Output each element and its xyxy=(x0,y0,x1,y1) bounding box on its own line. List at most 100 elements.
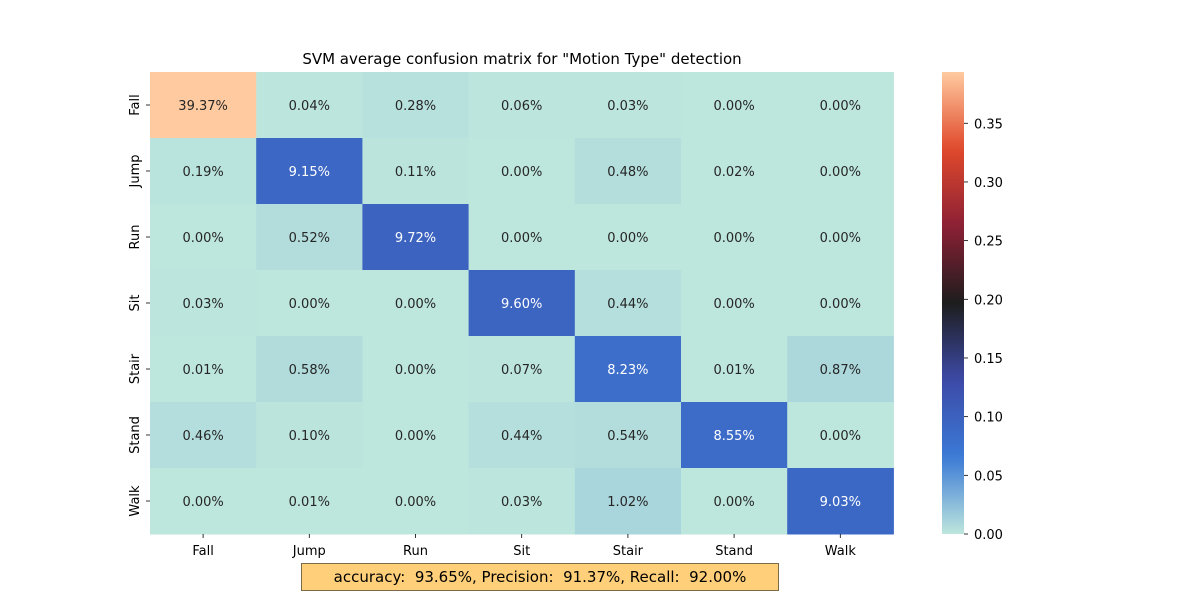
y-tick-label-fall: Fall xyxy=(128,94,143,115)
cell-value-label: 9.03% xyxy=(820,495,861,510)
cell-walk-stair xyxy=(574,468,682,535)
cell-fall-stair xyxy=(574,72,682,139)
chart-title: SVM average confusion matrix for "Motion… xyxy=(302,50,741,68)
metrics-summary-box: accuracy: 93.65%, Precision: 91.37%, Rec… xyxy=(301,563,779,591)
cell-value-label: 0.00% xyxy=(820,99,861,114)
cell-value-label: 0.46% xyxy=(182,429,223,444)
cell-stair-sit xyxy=(468,336,576,403)
cell-jump-stair xyxy=(574,138,682,205)
cell-value-label: 0.87% xyxy=(820,363,861,378)
cell-value-label: 0.01% xyxy=(289,495,330,510)
cell-value-label: 0.48% xyxy=(607,165,648,180)
colorbar-tick-label: 0.15 xyxy=(974,352,1003,367)
cell-value-label: 0.54% xyxy=(607,429,648,444)
x-tick-label-fall: Fall xyxy=(192,544,213,559)
cell-value-label: 0.00% xyxy=(501,231,542,246)
colorbar-ticks: 0.00 0.05 0.10 0.15 0.20 0.25 0.30 0.35 xyxy=(964,117,1003,543)
colorbar-tick-label: 0.00 xyxy=(974,528,1003,543)
cell-value-label: 0.44% xyxy=(501,429,542,444)
heatmap-cells xyxy=(150,72,894,535)
cell-jump-stand xyxy=(681,138,788,205)
cell-jump-walk xyxy=(787,138,894,205)
cell-value-label: 0.00% xyxy=(820,297,861,312)
cell-value-label: 0.00% xyxy=(713,231,754,246)
x-axis-ticks: Fall Jump Run Sit Stair Stand Walk xyxy=(192,534,856,559)
cell-value-label: 0.00% xyxy=(395,297,436,312)
cell-fall-jump xyxy=(256,72,363,139)
colorbar-tick-label: 0.10 xyxy=(974,411,1003,426)
x-tick-label-run: Run xyxy=(403,544,428,559)
cell-value-label: 1.02% xyxy=(607,495,648,510)
cell-walk-fall xyxy=(150,468,257,535)
cell-stand-sit xyxy=(468,402,576,469)
cell-value-label: 9.15% xyxy=(289,165,330,180)
colorbar xyxy=(942,72,964,534)
cell-stair-run xyxy=(362,336,470,403)
cell-value-label: 0.00% xyxy=(182,495,223,510)
y-tick-label-stair: Stair xyxy=(128,353,143,384)
cell-value-label: 0.03% xyxy=(501,495,542,510)
cell-jump-run xyxy=(362,138,470,205)
cell-value-label: 0.00% xyxy=(395,495,436,510)
cell-stand-jump xyxy=(256,402,363,469)
cell-value-label: 39.37% xyxy=(178,99,228,114)
colorbar-tick-label: 0.35 xyxy=(974,117,1003,132)
cell-value-label: 0.00% xyxy=(820,165,861,180)
x-tick-label-walk: Walk xyxy=(825,544,857,559)
cell-jump-fall xyxy=(150,138,257,205)
cell-value-label: 0.11% xyxy=(395,165,436,180)
cell-value-label: 0.00% xyxy=(395,429,436,444)
cell-value-label: 0.00% xyxy=(820,429,861,444)
cell-walk-stand xyxy=(681,468,788,535)
cell-jump-jump xyxy=(256,138,363,205)
cell-value-label: 0.10% xyxy=(289,429,330,444)
cell-value-label: 0.00% xyxy=(607,231,648,246)
cell-sit-stair xyxy=(574,270,682,337)
cell-stair-walk xyxy=(787,336,894,403)
cell-sit-fall xyxy=(150,270,257,337)
x-tick-label-stair: Stair xyxy=(613,544,644,559)
cell-fall-run xyxy=(362,72,470,139)
y-tick-label-jump: Jump xyxy=(128,155,143,189)
cell-stair-fall xyxy=(150,336,257,403)
cell-value-label: 0.00% xyxy=(713,99,754,114)
cell-sit-walk xyxy=(787,270,894,337)
cell-value-label: 0.00% xyxy=(820,231,861,246)
cell-value-label: 8.23% xyxy=(607,363,648,378)
cell-stand-stand xyxy=(681,402,788,469)
cell-value-label: 0.01% xyxy=(713,363,754,378)
cell-value-label: 0.00% xyxy=(713,297,754,312)
cell-value-label: 0.58% xyxy=(289,363,330,378)
colorbar-tick-label: 0.20 xyxy=(974,293,1003,308)
heatmap-cell-labels: 39.37% 0.04% 0.28% 0.06% 0.03% 0.00% 0.00% 0.19… xyxy=(178,99,861,510)
colorbar-tick-label: 0.25 xyxy=(974,235,1003,250)
cell-value-label: 8.55% xyxy=(713,429,754,444)
cell-run-sit xyxy=(468,204,576,271)
cell-run-stand xyxy=(681,204,788,271)
cell-value-label: 0.06% xyxy=(501,99,542,114)
cell-value-label: 0.03% xyxy=(607,99,648,114)
cell-sit-jump xyxy=(256,270,363,337)
x-tick-label-sit: Sit xyxy=(513,544,530,559)
colorbar-tick-label: 0.30 xyxy=(974,176,1003,191)
cell-walk-sit xyxy=(468,468,576,535)
cell-value-label: 0.44% xyxy=(607,297,648,312)
cell-stand-run xyxy=(362,402,470,469)
cell-walk-walk xyxy=(787,468,894,535)
cell-value-label: 0.00% xyxy=(501,165,542,180)
cell-sit-sit xyxy=(468,270,576,337)
x-tick-label-stand: Stand xyxy=(715,544,753,559)
cell-walk-jump xyxy=(256,468,363,535)
cell-value-label: 0.00% xyxy=(395,363,436,378)
cell-run-fall xyxy=(150,204,257,271)
cell-value-label: 9.60% xyxy=(501,297,542,312)
cell-value-label: 0.04% xyxy=(289,99,330,114)
cell-value-label: 0.00% xyxy=(182,231,223,246)
cell-value-label: 0.07% xyxy=(501,363,542,378)
cell-value-label: 9.72% xyxy=(395,231,436,246)
colorbar-tick-label: 0.05 xyxy=(974,469,1003,484)
y-tick-label-walk: Walk xyxy=(128,485,143,517)
cell-value-label: 0.00% xyxy=(713,495,754,510)
cell-jump-sit xyxy=(468,138,576,205)
cell-value-label: 0.03% xyxy=(182,297,223,312)
